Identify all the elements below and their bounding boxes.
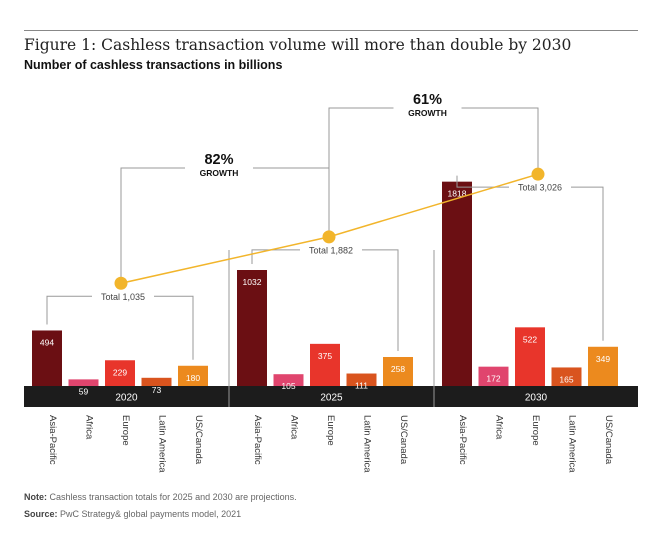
data-label: 229 (113, 367, 127, 377)
total-label: Total 3,026 (518, 183, 562, 193)
data-label: 349 (596, 354, 610, 364)
total-label: Total 1,035 (101, 292, 145, 302)
chart-title: Figure 1: Cashless transaction volume wi… (24, 36, 572, 54)
chart-note: Note: Cashless transaction totals for 20… (24, 492, 297, 502)
bar-2025-asia-pacific (237, 270, 267, 386)
note-text: Cashless transaction totals for 2025 and… (49, 492, 297, 502)
data-label: 1032 (243, 277, 262, 287)
total-bracket (251, 249, 399, 352)
bar-2020-asia-pacific (32, 330, 62, 386)
category-label: Africa (494, 415, 505, 440)
total-label: Total 1,882 (309, 245, 353, 255)
category-label: Africa (289, 415, 300, 440)
data-label: 1818 (448, 189, 467, 199)
growth-label: GROWTH (408, 108, 447, 118)
category-label: US/Canada (398, 415, 409, 465)
total-point-2030 (531, 167, 545, 181)
growth-percent: 61% (413, 92, 442, 108)
data-label: 73 (152, 385, 162, 395)
bar-2030-asia-pacific (442, 181, 472, 386)
category-label: Europe (530, 415, 541, 446)
bar-2030-us-canada (588, 346, 618, 386)
axis-band (24, 386, 638, 407)
bar-2025-africa (273, 374, 304, 386)
total-bracket (46, 295, 194, 360)
total-point-2020 (114, 276, 128, 290)
category-label: Latin America (362, 415, 373, 473)
total-label-bg (300, 242, 362, 257)
growth-label-bg (393, 88, 462, 122)
category-label: Europe (120, 415, 131, 446)
bar-2020-africa (68, 379, 99, 386)
note-label: Note: (24, 492, 47, 502)
bar-2030-latin-america (551, 367, 582, 386)
title-rule (24, 30, 638, 31)
bar-2020-latin-america (141, 377, 172, 386)
growth-label-bg (185, 148, 253, 182)
growth-percent: 82% (204, 152, 233, 168)
bar-2030-europe (515, 327, 545, 386)
category-label: Asia-Pacific (457, 415, 468, 465)
group-label: 2025 (320, 393, 343, 404)
bar-2025-europe (310, 343, 340, 386)
group-label: 2030 (525, 393, 548, 404)
data-label: 59 (79, 386, 89, 396)
total-bracket (456, 175, 604, 341)
category-label: Asia-Pacific (47, 415, 58, 465)
data-label: 258 (391, 364, 405, 374)
bar-2020-europe (105, 360, 135, 386)
category-label: US/Canada (603, 415, 614, 465)
bar-2030-africa (478, 366, 509, 386)
category-label: Asia-Pacific (252, 415, 263, 465)
category-label: US/Canada (193, 415, 204, 465)
source-label: Source: (24, 509, 58, 519)
data-label: 375 (318, 351, 332, 361)
source-text: PwC Strategy& global payments model, 202… (60, 509, 242, 519)
growth-bracket (120, 167, 330, 278)
data-label: 165 (559, 374, 573, 384)
category-label: Latin America (157, 415, 168, 473)
data-label: 111 (355, 381, 368, 391)
data-label: 522 (523, 334, 537, 344)
total-label-bg (92, 289, 154, 304)
total-label-bg (509, 180, 571, 195)
group-label: 2020 (115, 393, 138, 404)
chart-source: Source: PwC Strategy& global payments mo… (24, 509, 241, 519)
growth-bracket (328, 107, 539, 231)
category-label: Africa (84, 415, 95, 440)
growth-label: GROWTH (200, 168, 239, 178)
category-label: Latin America (567, 415, 578, 473)
data-label: 180 (186, 373, 200, 383)
category-label: Europe (325, 415, 336, 446)
total-point-2025 (322, 230, 336, 244)
bar-2025-us-canada (383, 357, 413, 386)
data-label: 172 (486, 374, 500, 384)
chart-subtitle: Number of cashless transactions in billi… (24, 58, 283, 72)
bar-2020-us-canada (178, 365, 208, 386)
data-label: 494 (40, 337, 54, 347)
data-label: 105 (281, 381, 295, 391)
bar-2025-latin-america (346, 373, 377, 386)
